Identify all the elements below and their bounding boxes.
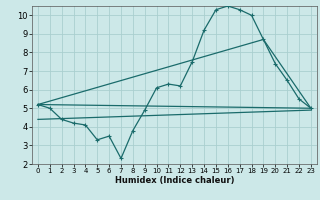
X-axis label: Humidex (Indice chaleur): Humidex (Indice chaleur) <box>115 176 234 185</box>
